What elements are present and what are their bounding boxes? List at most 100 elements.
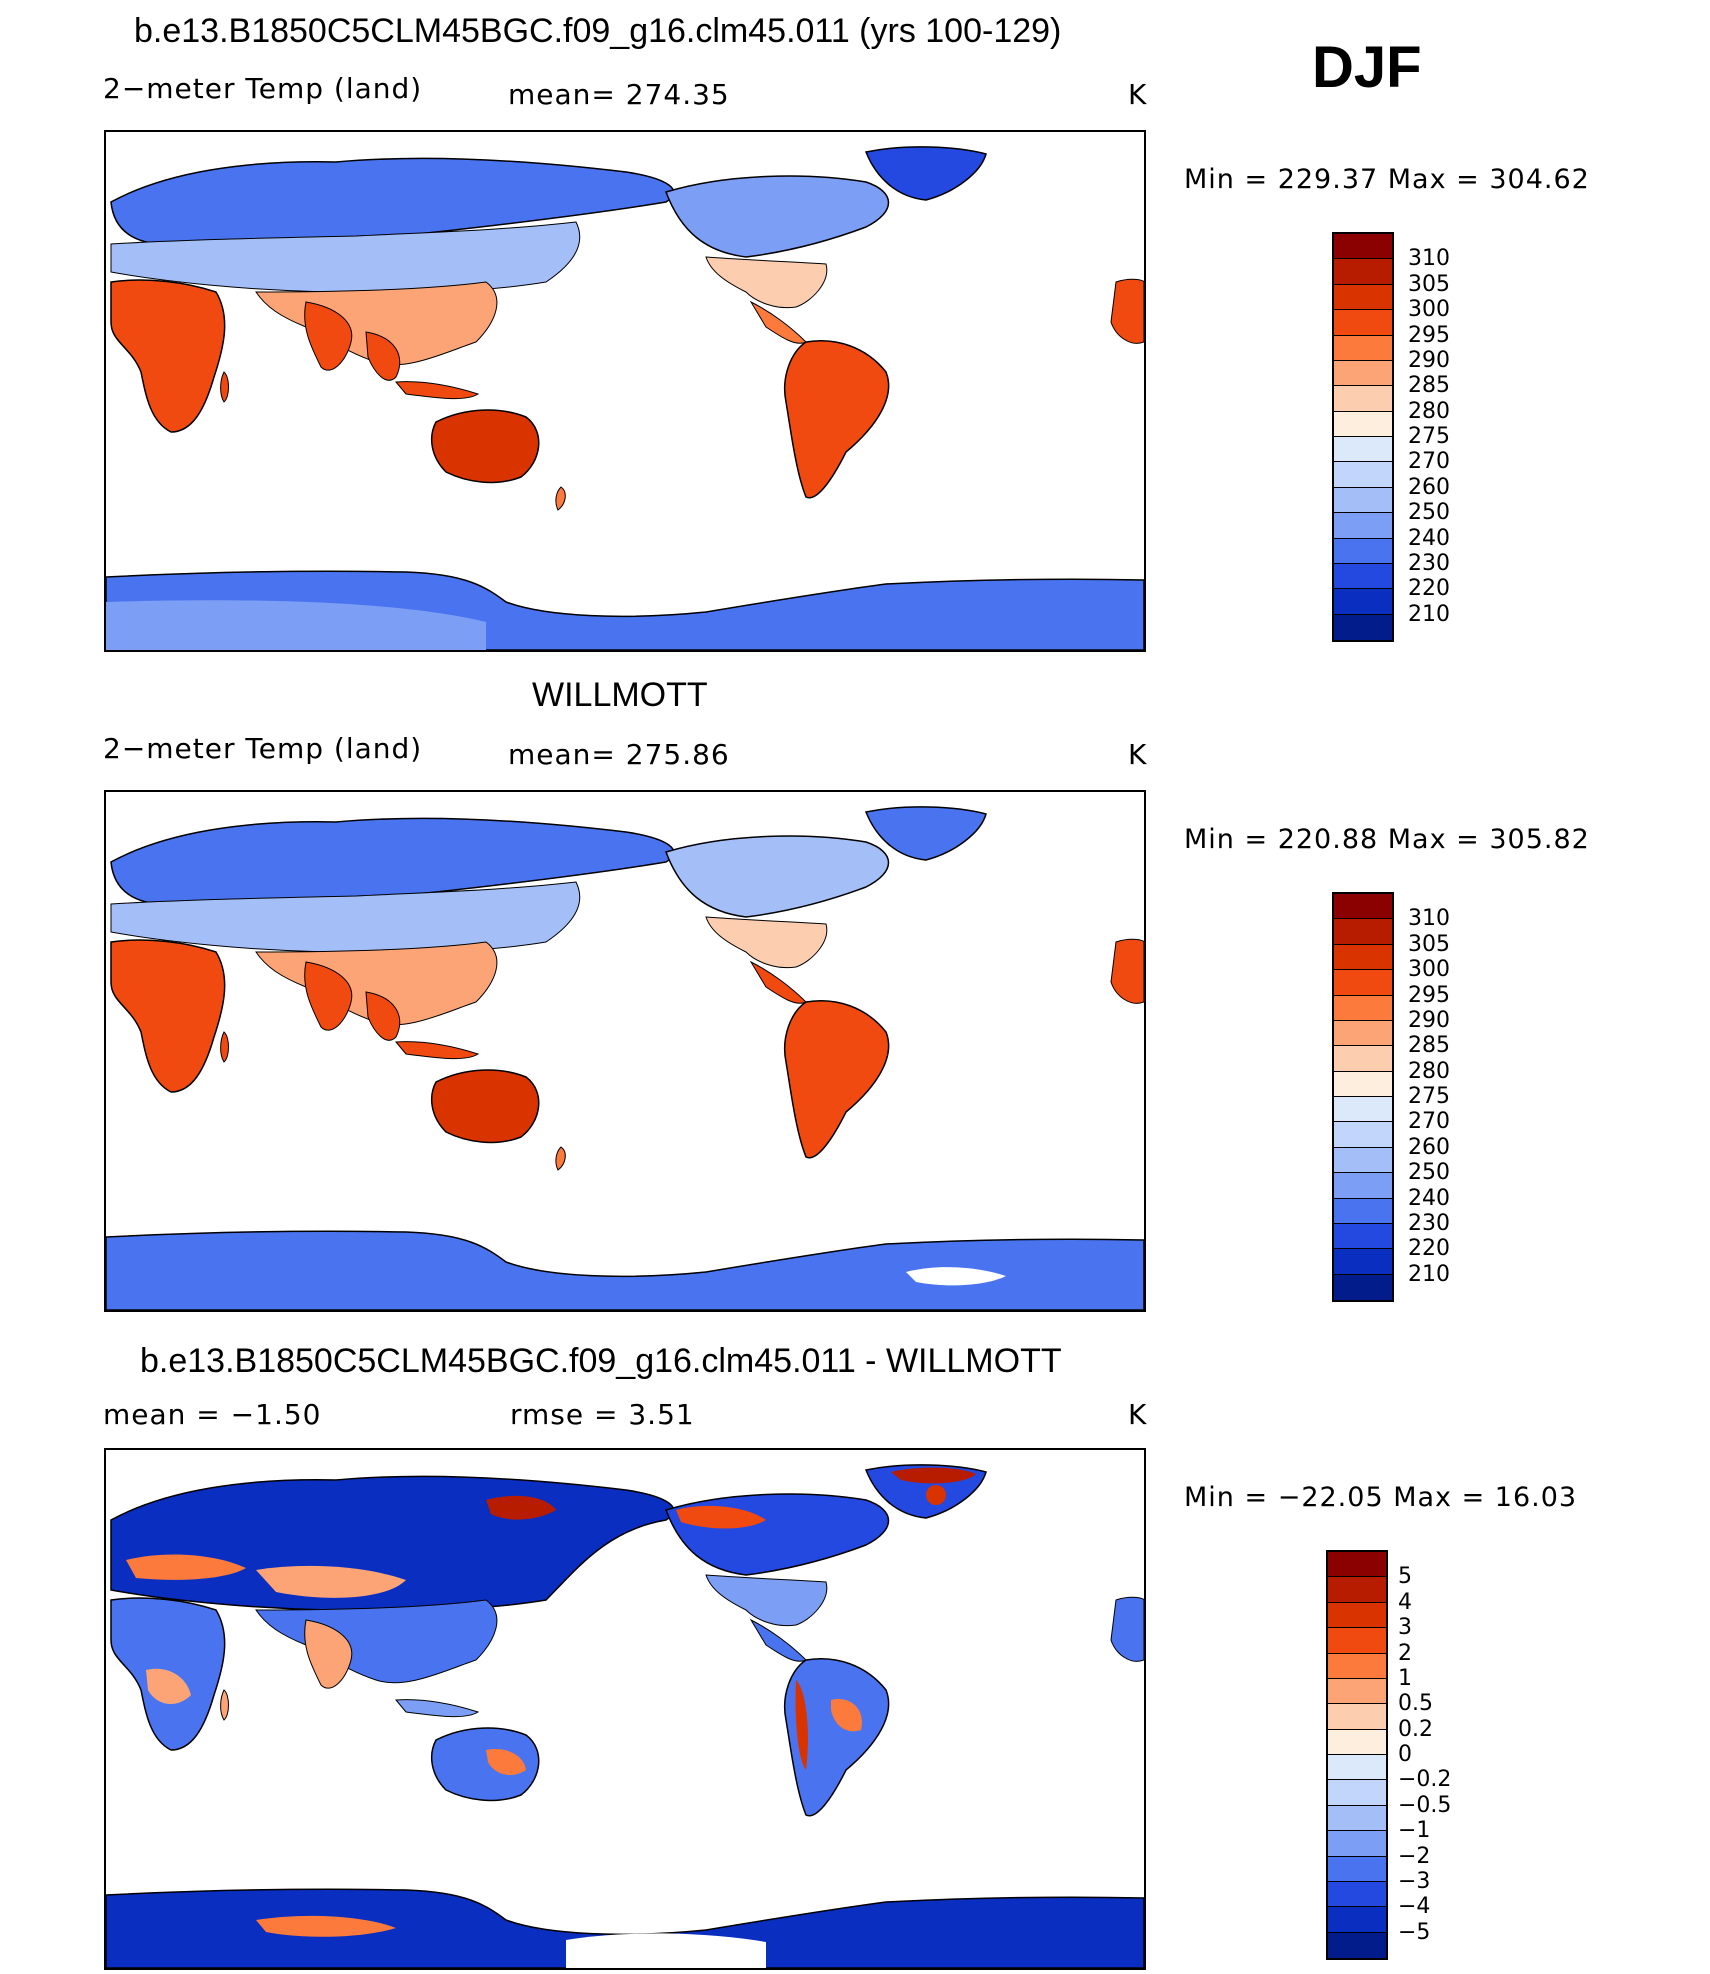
panel1-colorbar-ticks: 310 305 300 295 290 285 280 275 270 260 250 240 230 2… — [1408, 232, 1488, 642]
north-america-south — [705, 1574, 828, 1627]
colorbar-tick-label: −0.2 — [1398, 1767, 1452, 1793]
colorbar-segment — [1328, 1755, 1386, 1781]
colorbar-tick-label: 295 — [1408, 982, 1450, 1008]
south-america — [784, 1658, 890, 1817]
panel2-colorbar-ticks: 310 305 300 295 290 285 280 275 270 260 250 240 230 2… — [1408, 892, 1488, 1302]
season-label: DJF — [1312, 35, 1422, 100]
colorbar-segment — [1334, 970, 1392, 996]
central-america — [749, 1618, 807, 1662]
colorbar-tick-label: 0.5 — [1398, 1691, 1433, 1717]
colorbar-segment — [1328, 1577, 1386, 1603]
africa-east-edge — [1110, 278, 1144, 344]
colorbar-segment — [1334, 614, 1392, 640]
colorbar-segment — [1334, 1122, 1392, 1148]
colorbar-tick-label: 305 — [1408, 931, 1450, 957]
colorbar-tick-label: 260 — [1408, 474, 1450, 500]
eurasia-north — [110, 157, 675, 245]
australia — [430, 1727, 540, 1802]
antarctica-interior — [106, 600, 486, 650]
europe-warm — [126, 1554, 246, 1580]
colorbar-tick-label: −4 — [1398, 1894, 1431, 1920]
colorbar-segment — [1334, 1071, 1392, 1097]
panel1-colorbar — [1332, 232, 1394, 642]
colorbar-segment — [1334, 1097, 1392, 1123]
india — [304, 1619, 353, 1689]
colorbar-tick-label: 280 — [1408, 398, 1450, 424]
eurasia-mid — [110, 221, 581, 294]
colorbar-tick-label: 5 — [1398, 1564, 1412, 1590]
panel3-units: K — [1128, 1398, 1148, 1431]
panel3-map — [104, 1448, 1146, 1970]
colorbar-segment — [1334, 944, 1392, 971]
colorbar-tick-label: 290 — [1408, 347, 1450, 373]
north-america-south — [705, 256, 828, 309]
panel2-map — [104, 790, 1146, 1312]
colorbar-tick-label: 270 — [1408, 1109, 1450, 1135]
antarctica-warm-patch — [256, 1915, 396, 1937]
panel1-map-svg — [106, 146, 1144, 650]
new-zealand — [555, 1146, 566, 1171]
south-america — [784, 1000, 890, 1159]
colorbar-segment — [1334, 894, 1392, 920]
panel1-minmax: Min = 229.37 Max = 304.62 — [1184, 164, 1590, 195]
colorbar-segment — [1328, 1932, 1386, 1958]
colorbar-tick-label: 310 — [1408, 906, 1450, 932]
colorbar-segment — [1334, 919, 1392, 945]
colorbar-segment — [1328, 1653, 1386, 1679]
india — [304, 301, 353, 371]
greenland-warm-ring — [891, 1467, 976, 1484]
colorbar-segment — [1334, 1173, 1392, 1199]
indonesia — [394, 1699, 480, 1718]
antarctica — [106, 1230, 1144, 1310]
panel3-colorbar — [1326, 1550, 1388, 1960]
colorbar-segment — [1334, 411, 1392, 437]
panel2-title: WILLMOTT — [532, 676, 708, 714]
colorbar-segment — [1334, 589, 1392, 615]
colorbar-segment — [1334, 487, 1392, 514]
colorbar-segment — [1334, 1223, 1392, 1250]
panel2-units: K — [1128, 738, 1148, 771]
andes-warm — [795, 1680, 808, 1770]
colorbar-segment — [1334, 1147, 1392, 1174]
greenland-warm-spot — [926, 1485, 946, 1505]
colorbar-segment — [1328, 1780, 1386, 1806]
panel2-minmax: Min = 220.88 Max = 305.82 — [1184, 824, 1590, 855]
siberia-warm-spot — [486, 1495, 556, 1520]
colorbar-segment — [1328, 1678, 1386, 1705]
antarctica-white-patch — [566, 1933, 766, 1968]
se-asia — [365, 331, 401, 381]
colorbar-tick-label: 210 — [1408, 601, 1450, 627]
africa-east-edge — [1110, 938, 1144, 1004]
colorbar-segment — [1334, 437, 1392, 463]
colorbar-segment — [1328, 1856, 1386, 1882]
colorbar-tick-label: −5 — [1398, 1919, 1431, 1945]
colorbar-tick-label: 285 — [1408, 1033, 1450, 1059]
africa-east-edge — [1110, 1596, 1144, 1662]
panel3-minmax: Min = −22.05 Max = 16.03 — [1184, 1482, 1578, 1513]
asia-mixed — [256, 1565, 406, 1598]
colorbar-segment — [1334, 995, 1392, 1021]
south-america — [784, 340, 890, 499]
colorbar-segment — [1334, 563, 1392, 590]
colorbar-segment — [1334, 1274, 1392, 1300]
colorbar-tick-label: 240 — [1408, 1185, 1450, 1211]
central-america — [749, 960, 807, 1004]
north-america-north — [665, 835, 890, 918]
madagascar — [220, 1031, 229, 1063]
new-zealand — [555, 486, 566, 511]
colorbar-segment — [1328, 1602, 1386, 1629]
panel1-mean-label: mean= 274.35 — [508, 78, 730, 111]
panel3-title: b.e13.B1850C5CLM45BGC.f09_g16.clm45.011 … — [140, 1342, 1062, 1380]
indonesia — [394, 1041, 480, 1060]
colorbar-tick-label: 305 — [1408, 271, 1450, 297]
colorbar-tick-label: 230 — [1408, 550, 1450, 576]
colorbar-tick-label: 2 — [1398, 1640, 1412, 1666]
colorbar-tick-label: 285 — [1408, 373, 1450, 399]
colorbar-tick-label: 1 — [1398, 1665, 1412, 1691]
colorbar-tick-label: 275 — [1408, 1084, 1450, 1109]
colorbar-tick-label: 210 — [1408, 1261, 1450, 1287]
colorbar-tick-label: 275 — [1408, 424, 1450, 449]
colorbar-segment — [1334, 259, 1392, 285]
colorbar-tick-label: 220 — [1408, 576, 1450, 602]
colorbar-tick-label: 250 — [1408, 1160, 1450, 1186]
